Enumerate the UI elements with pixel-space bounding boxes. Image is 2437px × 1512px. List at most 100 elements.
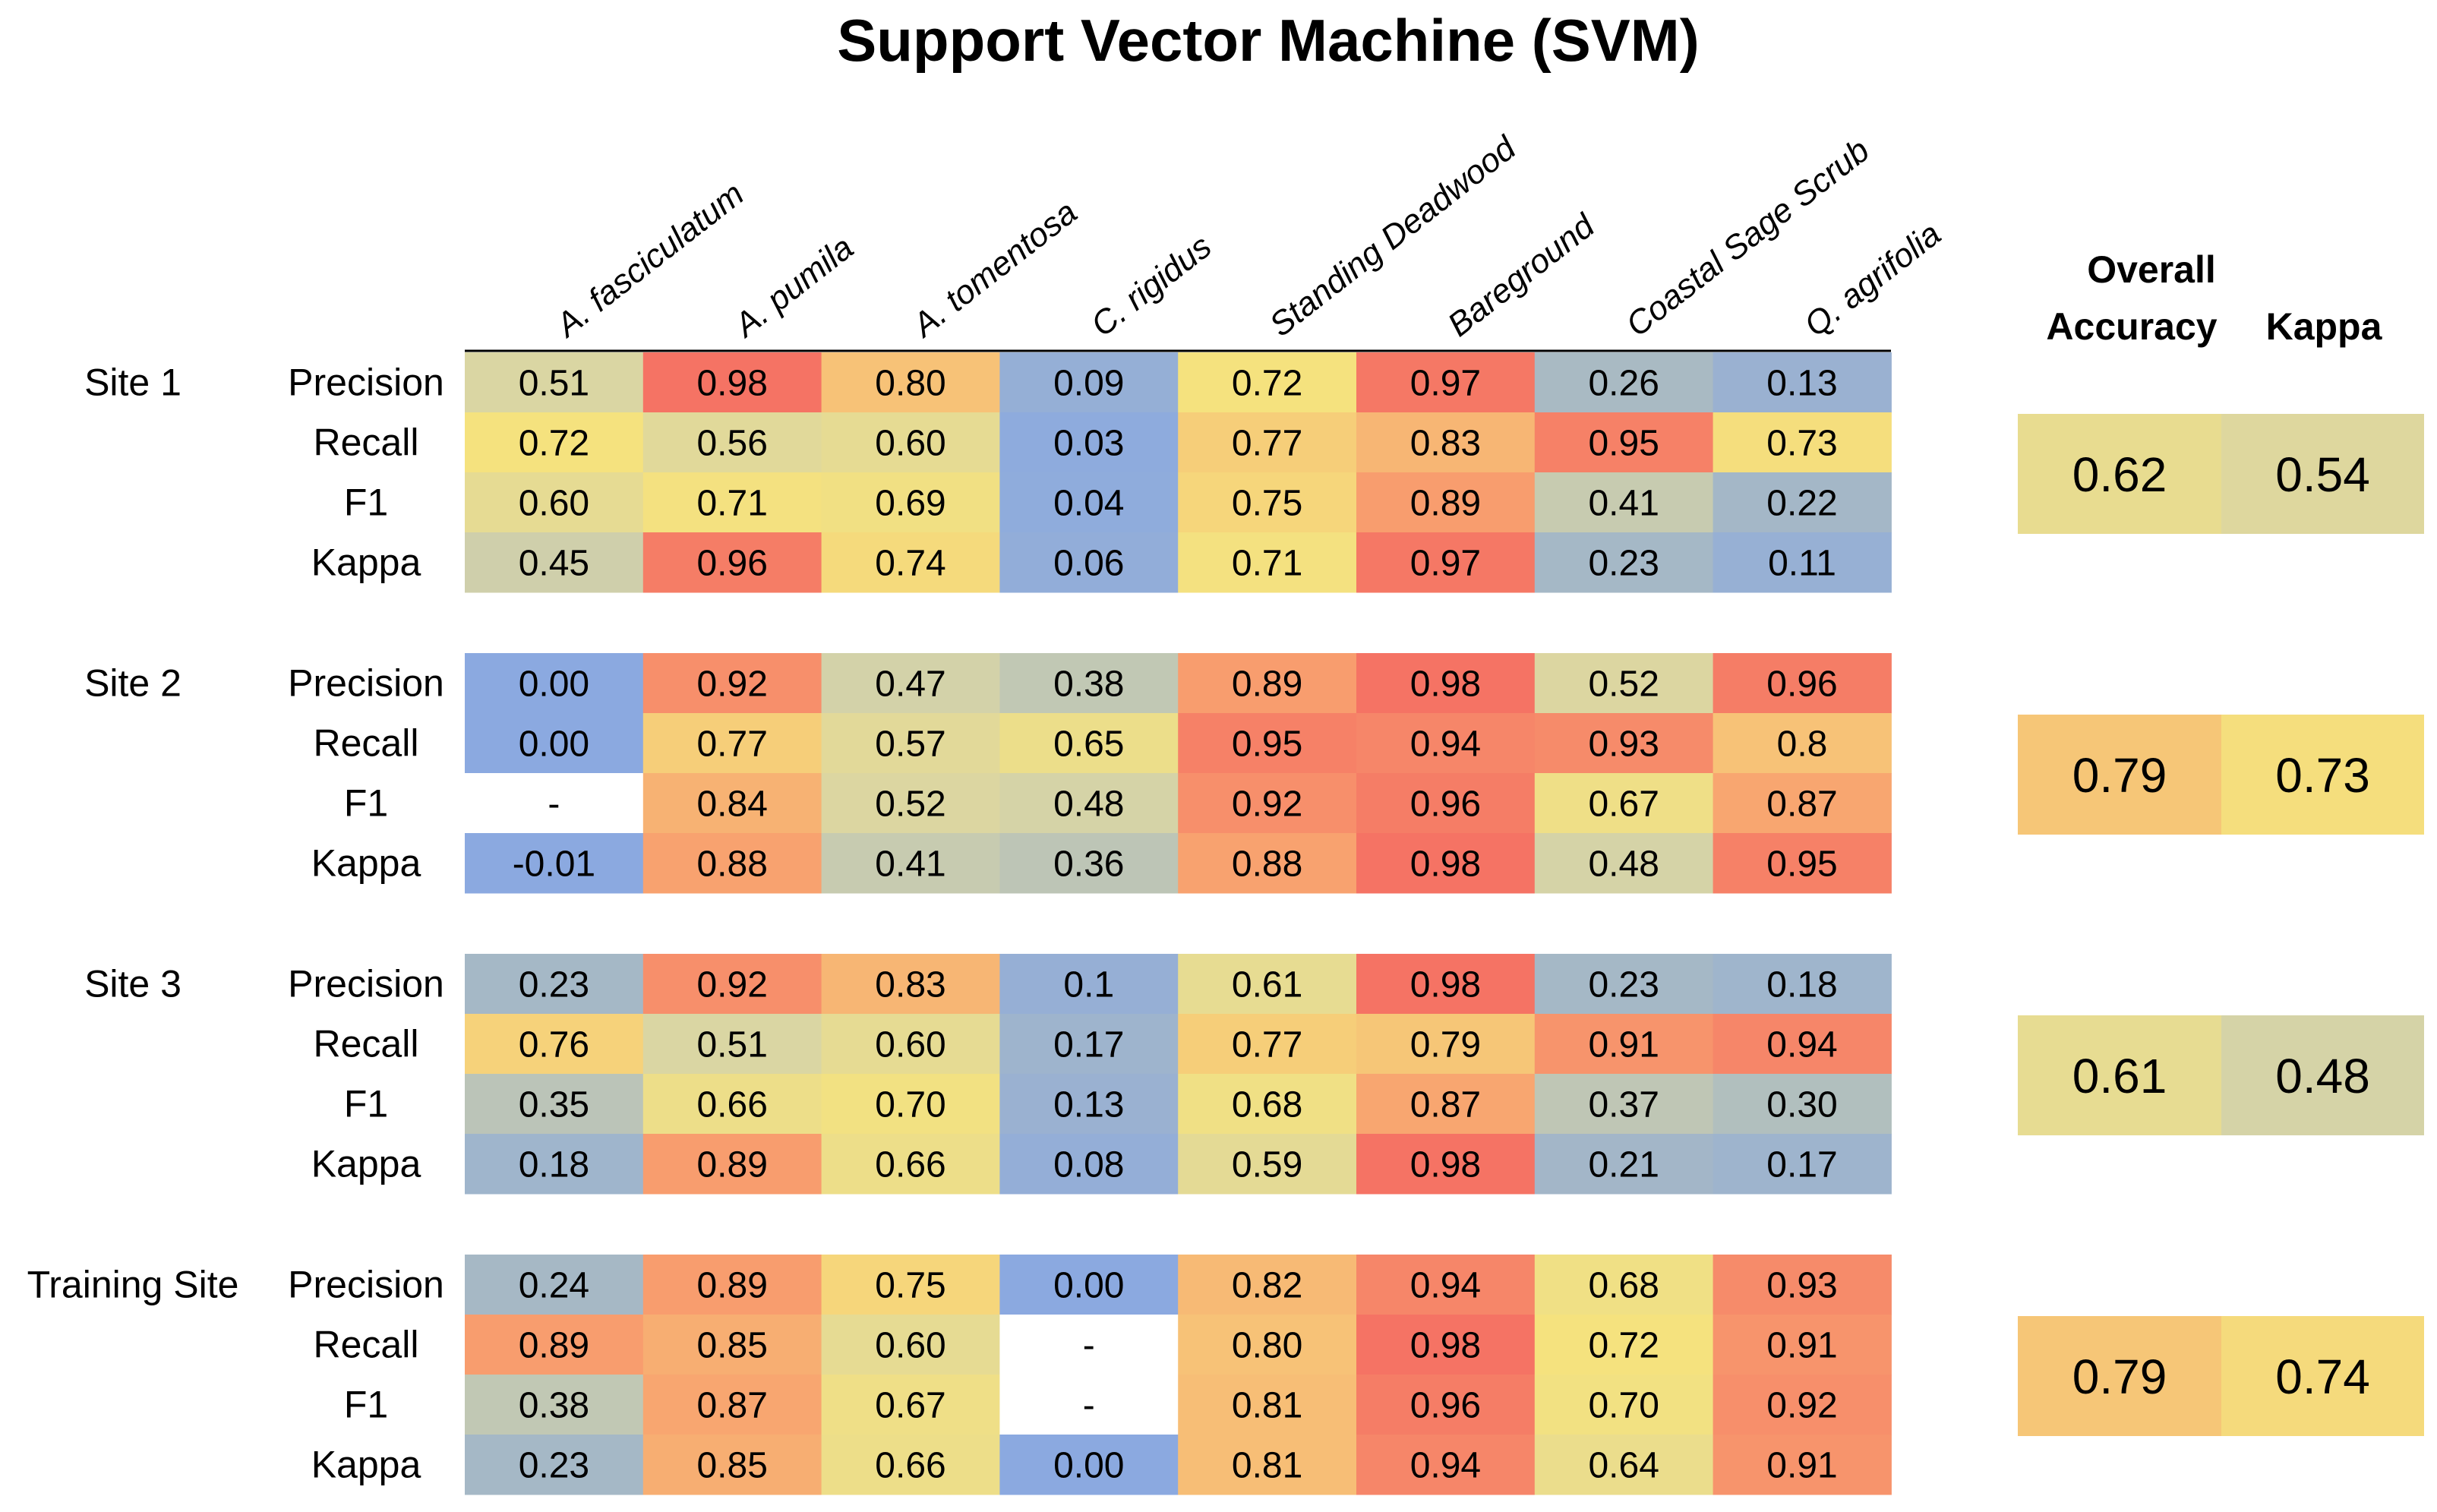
heatmap-cell xyxy=(1178,412,1357,473)
heatmap-cell-value: 0.84 xyxy=(696,784,767,825)
heatmap-cell-value: 0.89 xyxy=(519,1326,589,1366)
overall-accuracy-cell xyxy=(2018,1015,2221,1135)
heatmap-cell xyxy=(999,1074,1179,1135)
heatmap-cell-value: 0.85 xyxy=(696,1446,767,1486)
heatmap-cell xyxy=(999,1375,1179,1435)
heatmap-cell-value: 0.47 xyxy=(875,664,945,705)
metric-label-recall: Recall xyxy=(314,1023,419,1065)
overall-accuracy-header-line1: Overall xyxy=(2087,248,2216,291)
heatmap-cell-value: 0.91 xyxy=(1766,1326,1837,1366)
chart-title: Support Vector Machine (SVM) xyxy=(837,7,1699,74)
heatmap-cell xyxy=(1534,1315,1714,1375)
kappa-summary-header: Kappa xyxy=(2266,305,2383,348)
heatmap-cell-value: 0.82 xyxy=(1232,1266,1302,1306)
heatmap-cell-value: 0.06 xyxy=(1053,544,1124,584)
heatmap-cell-value: 0.23 xyxy=(519,1446,589,1486)
heatmap-cell xyxy=(642,1375,822,1435)
heatmap-cell-value: 0.21 xyxy=(1588,1145,1659,1185)
heatmap-cell-value: 0.96 xyxy=(1766,664,1837,705)
heatmap-cell-value: 0.98 xyxy=(696,364,767,404)
heatmap-cell xyxy=(999,954,1179,1015)
heatmap-cell xyxy=(642,1134,822,1195)
heatmap-cell xyxy=(465,412,644,473)
heatmap-cell xyxy=(999,412,1179,473)
heatmap-cell xyxy=(465,1315,644,1375)
heatmap-cell-value: 0.96 xyxy=(1410,1386,1481,1426)
site-label-site-1: Site 1 xyxy=(84,361,182,404)
heatmap-cell-value: 0.60 xyxy=(875,424,945,464)
heatmap-cell xyxy=(1356,412,1536,473)
heatmap-cell xyxy=(1356,833,1536,894)
heatmap-cell xyxy=(642,352,822,413)
heatmap-cell-value: 0.98 xyxy=(1410,1326,1481,1366)
heatmap-cell xyxy=(821,1435,1000,1495)
metric-label-precision: Precision xyxy=(288,361,444,404)
overall-accuracy-cell xyxy=(2018,715,2221,835)
heatmap-cell-value: 0.77 xyxy=(1232,1025,1302,1065)
heatmap-cell-value: 0.13 xyxy=(1766,364,1837,404)
heatmap-cell xyxy=(1534,532,1714,593)
heatmap-cell xyxy=(465,833,644,894)
heatmap-cell-value: 0.67 xyxy=(1588,784,1659,825)
heatmap-cell-value: 0.88 xyxy=(1232,844,1302,885)
metric-label-f1: F1 xyxy=(344,782,388,825)
heatmap-cell xyxy=(642,1014,822,1075)
overall-accuracy-value: 0.62 xyxy=(2072,447,2167,502)
heatmap-cell-value: 0.72 xyxy=(1588,1326,1659,1366)
heatmap-cell xyxy=(1356,1315,1536,1375)
heatmap-cell-value: 0.18 xyxy=(519,1145,589,1185)
heatmap-cell xyxy=(1356,713,1536,774)
metric-label-recall: Recall xyxy=(314,722,419,765)
heatmap-cell xyxy=(1534,1375,1714,1435)
heatmap-cell xyxy=(1713,1435,1892,1495)
heatmap-cell xyxy=(1713,954,1892,1015)
heatmap-cell-value: 0.1 xyxy=(1063,965,1114,1005)
heatmap-cell-value: 0.56 xyxy=(696,424,767,464)
heatmap-cell-value: 0.23 xyxy=(1588,965,1659,1005)
heatmap-cell-value: 0.17 xyxy=(1766,1145,1837,1185)
heatmap-cell xyxy=(642,833,822,894)
heatmap-cell-value: 0.41 xyxy=(875,844,945,885)
heatmap-cell xyxy=(999,1315,1179,1375)
summary-kappa-cell xyxy=(2221,1316,2424,1436)
heatmap-cell xyxy=(999,1255,1179,1315)
heatmap-cell xyxy=(821,1315,1000,1375)
heatmap-cell xyxy=(1178,713,1357,774)
heatmap-cell-value: 0.93 xyxy=(1766,1266,1837,1306)
metric-label-precision: Precision xyxy=(288,1264,444,1306)
heatmap-cell xyxy=(1178,954,1357,1015)
overall-accuracy-value: 0.79 xyxy=(2072,1349,2167,1404)
heatmap-cell-value: 0.17 xyxy=(1053,1025,1124,1065)
heatmap-cell-value: 0.80 xyxy=(1232,1326,1302,1366)
heatmap-cell xyxy=(1534,954,1714,1015)
heatmap-cell xyxy=(999,472,1179,533)
heatmap-cell-value: 0.72 xyxy=(519,424,589,464)
heatmap-cell xyxy=(1356,1074,1536,1135)
heatmap-cell-value: 0.92 xyxy=(1766,1386,1837,1426)
heatmap-cell xyxy=(1178,1315,1357,1375)
heatmap-cell xyxy=(1356,1435,1536,1495)
heatmap-cell-value: 0.04 xyxy=(1053,484,1124,524)
heatmap-cell-value: 0.81 xyxy=(1232,1386,1302,1426)
heatmap-cell xyxy=(1713,1375,1892,1435)
heatmap-cell xyxy=(642,1315,822,1375)
heatmap-cell-value: 0.30 xyxy=(1766,1085,1837,1125)
heatmap-cell xyxy=(1356,1375,1536,1435)
heatmap-cell xyxy=(465,954,644,1015)
heatmap-cell-value: 0.92 xyxy=(1232,784,1302,825)
heatmap-cell xyxy=(1356,1255,1536,1315)
heatmap-cell xyxy=(1713,472,1892,533)
summary-grid: 0.62 0.54 0.79 0.73 0.61 0.48 0.79 0.74 xyxy=(2018,414,2424,1436)
heatmap-cell-value: 0.91 xyxy=(1588,1025,1659,1065)
heatmap-cell xyxy=(1178,352,1357,413)
heatmap-cell xyxy=(1713,653,1892,714)
metric-label-kappa: Kappa xyxy=(311,842,421,885)
heatmap-cell-value: 0.64 xyxy=(1588,1446,1659,1486)
heatmap-cell-value: 0.52 xyxy=(875,784,945,825)
heatmap-cell xyxy=(821,1134,1000,1195)
heatmap-cell-value: 0.66 xyxy=(875,1446,945,1486)
heatmap-cell-value: 0.23 xyxy=(1588,544,1659,584)
heatmap-cell-value: - xyxy=(1083,1386,1095,1426)
heatmap-cell-value: 0.81 xyxy=(1232,1446,1302,1486)
heatmap-cell xyxy=(821,1074,1000,1135)
